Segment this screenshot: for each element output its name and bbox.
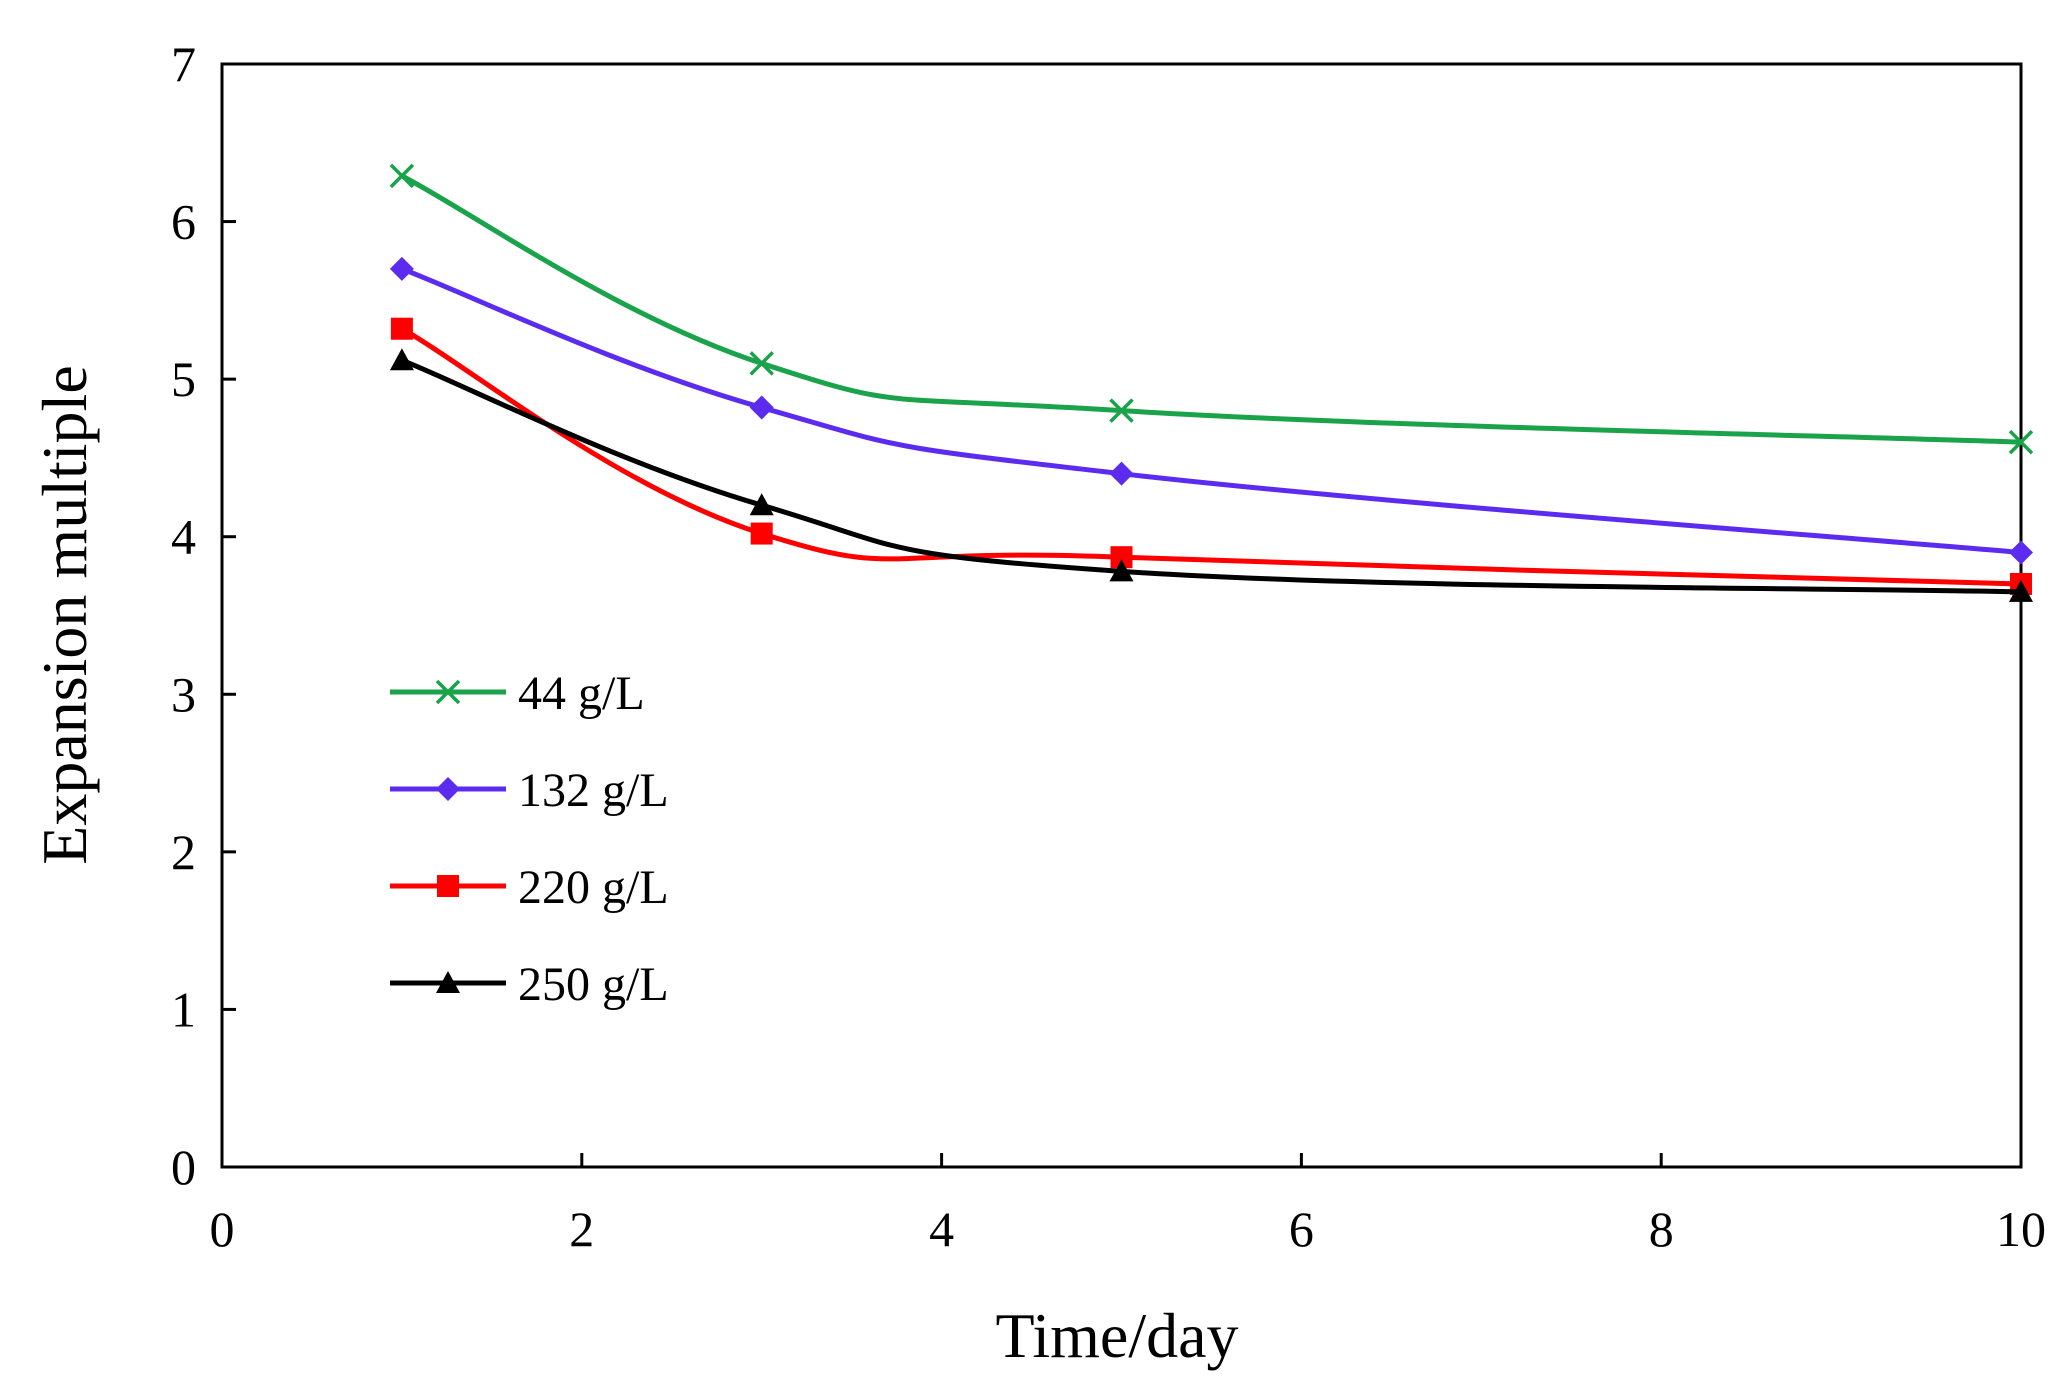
legend-label-2: 132 g/L — [518, 764, 669, 817]
axis-ticks: 0 2 4 6 8 10 0 1 2 3 4 5 6 7 — [171, 36, 2046, 1257]
data-point-series-2 — [389, 256, 414, 281]
legend-marker-4 — [436, 971, 460, 993]
y-tick-label: 6 — [171, 194, 196, 250]
data-point-series-1 — [1109, 398, 1134, 423]
legend-marker-1 — [435, 679, 461, 705]
data-point-series-2 — [749, 395, 774, 420]
data-point-series-1 — [749, 351, 774, 376]
y-tick-label: 0 — [171, 1139, 196, 1195]
legend-label-4: 250 g/L — [518, 958, 669, 1011]
y-axis-title: Expansion multiple — [29, 365, 100, 865]
y-tick-label: 3 — [171, 666, 196, 722]
series-line-2 — [399, 266, 2024, 555]
x-tick-label: 4 — [929, 1201, 954, 1257]
data-point-series-1-stroke — [749, 351, 774, 376]
series-line-4 — [399, 357, 2024, 595]
data-point-series-3 — [1110, 546, 1133, 569]
y-tick-label: 2 — [171, 824, 196, 880]
series-lines — [389, 163, 2034, 602]
data-point-series-3 — [750, 522, 773, 545]
data-point-series-1 — [389, 163, 415, 189]
y-tick-label: 1 — [171, 981, 196, 1037]
x-tick-label: 8 — [1649, 1201, 1674, 1257]
data-point-series-2 — [1109, 461, 1134, 486]
legend-label-3: 220 g/L — [518, 861, 669, 914]
x-tick-label: 6 — [1289, 1201, 1314, 1257]
y-tick-label: 5 — [171, 351, 196, 407]
data-point-series-4 — [2009, 579, 2033, 602]
data-point-series-4 — [1109, 559, 1134, 582]
x-tick-label: 0 — [210, 1201, 235, 1257]
data-point-series-1-stroke — [1109, 398, 1134, 423]
legend-marker-1-stroke — [435, 679, 461, 705]
data-point-series-3 — [390, 317, 413, 340]
x-tick-label: 10 — [1996, 1201, 2046, 1257]
legend: 44 g/L 132 g/L 220 g/L 250 g/L — [390, 667, 669, 1011]
data-point-series-1-stroke — [389, 163, 415, 189]
legend-marker-3 — [437, 875, 459, 897]
data-point-series-1 — [2008, 429, 2034, 455]
data-point-series-2 — [2009, 540, 2033, 565]
series-line-1 — [399, 173, 2024, 445]
x-axis-title: Time/day — [996, 1300, 1239, 1371]
data-point-series-4 — [749, 493, 774, 516]
x-tick-label: 2 — [569, 1201, 594, 1257]
y-tick-label: 7 — [171, 36, 196, 92]
legend-label-1: 44 g/L — [518, 667, 645, 720]
data-point-series-4 — [389, 348, 414, 371]
data-point-series-1-stroke — [2008, 429, 2034, 455]
y-tick-label: 4 — [171, 509, 196, 565]
legend-marker-2 — [436, 777, 460, 801]
